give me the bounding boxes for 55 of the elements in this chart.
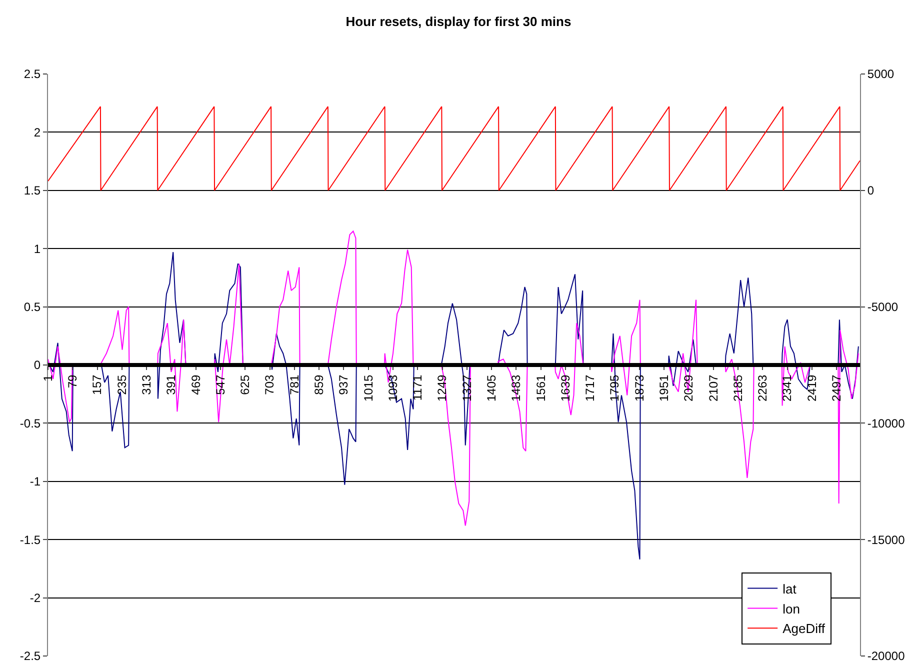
y-tick-label: -0.5 <box>20 416 41 430</box>
y2-tick-label: 5000 <box>867 67 894 82</box>
x-tick-label: 1639 <box>558 374 572 402</box>
x-tick-label: 313 <box>139 374 154 395</box>
y-tick-label: 0 <box>34 358 41 372</box>
x-tick-label: 157 <box>90 374 104 395</box>
legend-label: AgeDiff <box>782 621 826 636</box>
x-tick-label: 1795 <box>608 374 622 402</box>
x-tick-label: 235 <box>114 374 129 395</box>
y-tick-label: -1 <box>30 474 41 489</box>
y-tick-label: 1.5 <box>24 184 41 198</box>
x-tick-label: 859 <box>312 374 326 395</box>
x-tick-label: 2341 <box>780 374 794 402</box>
y2-tick-label: -5000 <box>867 300 898 314</box>
x-tick-label: 1327 <box>460 374 474 402</box>
x-tick-label: 391 <box>164 374 178 395</box>
x-tick-label: 937 <box>336 374 351 395</box>
x-tick-label: 1171 <box>410 374 425 401</box>
x-tick-label: 1483 <box>509 374 524 402</box>
y2-tick-label: -10000 <box>867 416 906 430</box>
y-tick-label: 0.5 <box>24 300 41 314</box>
line-series <box>48 106 860 191</box>
x-tick-label: 1249 <box>435 374 450 402</box>
legend-label: lat <box>782 581 797 596</box>
x-tick-label: 1717 <box>583 374 598 402</box>
y-tick-label: 2.5 <box>24 67 41 82</box>
y-tick-label: -2 <box>30 591 41 605</box>
x-tick-label: 781 <box>287 374 302 395</box>
y2-tick-label: -20000 <box>867 649 906 664</box>
x-tick-label: 1015 <box>361 374 376 402</box>
x-tick-label: 2263 <box>756 374 770 402</box>
x-tick-label: 2029 <box>682 374 696 402</box>
x-tick-label: 2419 <box>804 374 819 402</box>
y2-tick-label: -15000 <box>867 532 906 547</box>
x-tick-label: 1093 <box>386 374 400 402</box>
y-tick-label: -2.5 <box>20 649 41 664</box>
legend-label: lon <box>782 601 800 616</box>
x-tick-label: 1 <box>40 374 55 382</box>
x-tick-label: 1561 <box>534 374 548 402</box>
y-tick-label: 2 <box>34 125 41 140</box>
x-tick-label: 1873 <box>632 374 646 402</box>
x-tick-label: 2185 <box>730 374 745 402</box>
y-tick-label: -1.5 <box>20 532 41 547</box>
x-tick-label: 469 <box>188 374 203 395</box>
y-tick-label: 1 <box>34 242 41 256</box>
chart-title: Hour resets, display for first 30 mins <box>346 14 572 29</box>
x-tick-label: 1405 <box>484 374 498 402</box>
x-tick-label: 2107 <box>706 374 720 402</box>
x-tick-label: 1951 <box>657 374 672 402</box>
x-tick-label: 547 <box>213 374 228 395</box>
x-tick-label: 625 <box>238 374 252 395</box>
x-tick-label: 2497 <box>830 374 844 402</box>
x-tick-label: 703 <box>262 374 277 395</box>
x-tick-label: 79 <box>66 374 80 388</box>
y2-tick-label: 0 <box>867 184 874 198</box>
